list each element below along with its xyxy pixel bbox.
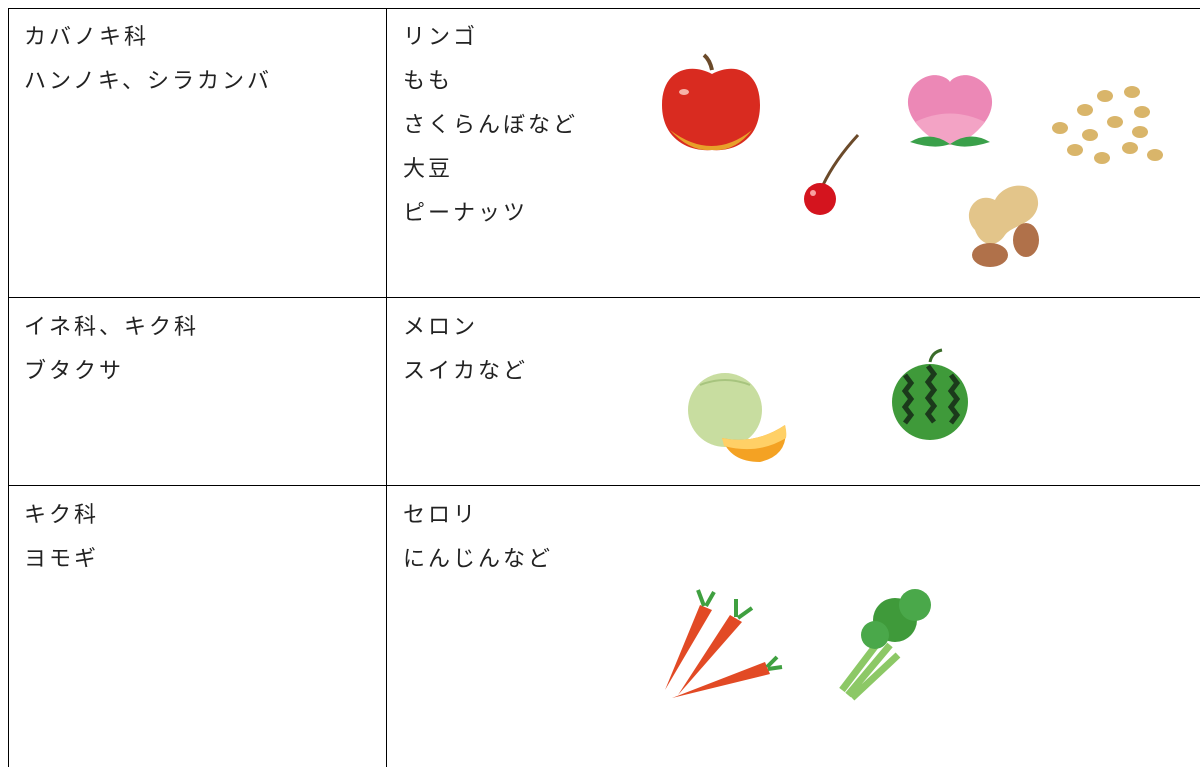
text-line: イネ科、キク科 bbox=[24, 315, 200, 340]
text-line: 大豆 bbox=[403, 157, 454, 182]
column-border bbox=[386, 8, 387, 767]
cell: メロン スイカなど bbox=[403, 306, 528, 394]
table-border bbox=[8, 8, 9, 767]
peanut-icon bbox=[968, 185, 1039, 267]
cherry-icon bbox=[804, 133, 860, 215]
text-line: カバノキ科 bbox=[24, 25, 150, 50]
cell: キク科 ヨモギ bbox=[24, 494, 99, 582]
cell: リンゴ もも さくらんぼなど 大豆 ピーナッツ bbox=[403, 16, 578, 236]
text-line: ヨモギ bbox=[24, 547, 100, 572]
text-line: ハンノキ、シラカンバ bbox=[24, 69, 273, 94]
text-line: セロリ bbox=[403, 503, 479, 528]
text-line: さくらんぼなど bbox=[403, 113, 579, 138]
text-line: リンゴ bbox=[403, 25, 479, 50]
peach-icon bbox=[907, 75, 993, 147]
text-line: ブタクサ bbox=[24, 359, 125, 384]
apple-icon bbox=[662, 53, 760, 151]
celery-icon bbox=[839, 589, 931, 701]
cell: セロリ にんじんなど bbox=[403, 494, 553, 582]
table-border bbox=[8, 8, 1200, 9]
text-line: キク科 bbox=[24, 503, 100, 528]
cell: イネ科、キク科 ブタクサ bbox=[24, 306, 199, 394]
text-line: にんじんなど bbox=[403, 547, 554, 572]
text-line: ピーナッツ bbox=[403, 201, 529, 226]
text-line: スイカなど bbox=[403, 359, 529, 384]
row-border bbox=[8, 485, 1200, 486]
text-line: もも bbox=[403, 69, 454, 94]
text-line: メロン bbox=[403, 315, 479, 340]
watermelon-icon bbox=[892, 348, 968, 440]
soybean-icon bbox=[1052, 86, 1163, 164]
cell: カバノキ科 ハンノキ、シラカンバ bbox=[24, 16, 272, 104]
row-border bbox=[8, 297, 1200, 298]
carrot-icon bbox=[665, 589, 783, 698]
melon-icon bbox=[688, 373, 787, 462]
